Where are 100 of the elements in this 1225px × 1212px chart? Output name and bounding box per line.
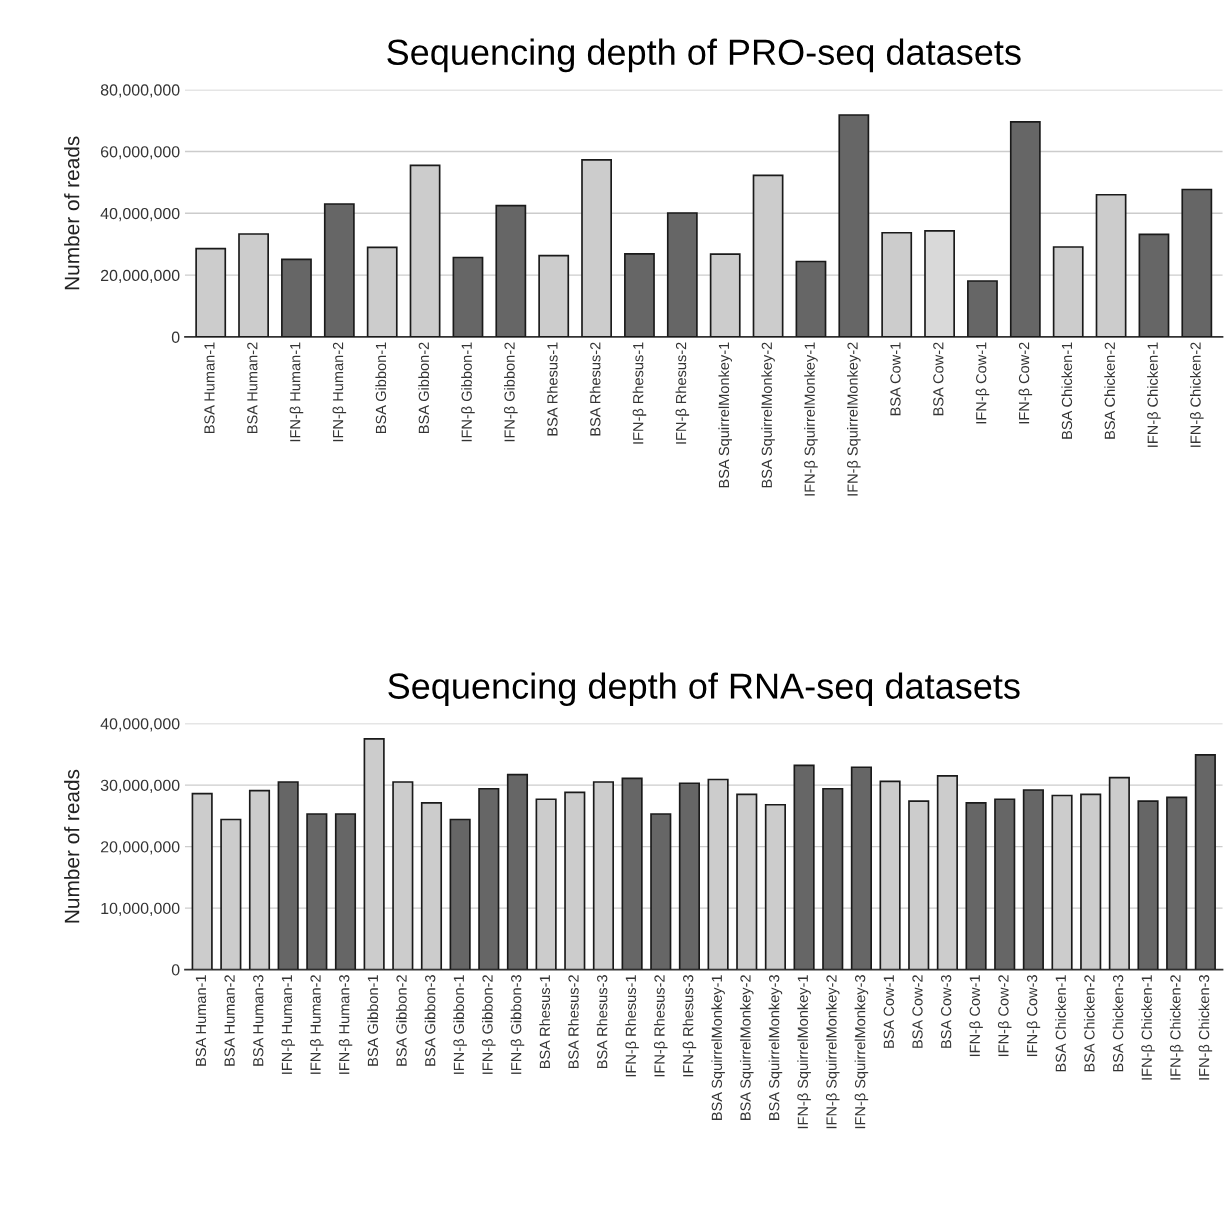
chart-title: Sequencing depth of RNA-seq datasets (388, 672, 1020, 707)
x-tick-label: BSA Human-2 (224, 975, 235, 1066)
bar (924, 230, 955, 337)
x-tick-label: BSA Human-3 (253, 975, 264, 1066)
bar (277, 781, 299, 970)
x-tick-label: BSA Gibbon-3 (424, 975, 436, 1066)
x-tick-label: BSA Gibbon-1 (367, 975, 379, 1066)
y-tick-label: 40,000,000 (100, 718, 180, 732)
y-tick-label: 40,000,000 (100, 207, 180, 222)
x-tick-label: BSA Chicken-3 (1112, 975, 1124, 1072)
x-tick-label: IFN-β Chicken-2 (1190, 342, 1204, 447)
x-tick-label: BSA Rhesus-2 (567, 975, 579, 1069)
x-tick-label: IFN-β Human-3 (338, 975, 353, 1074)
x-tick-label: BSA Cow-2 (912, 975, 923, 1048)
bar (621, 777, 643, 970)
bar (334, 813, 357, 970)
x-tick-label: IFN-β Cow-1 (969, 975, 983, 1057)
x-tick-label: BSA Chicken-2 (1104, 342, 1115, 439)
bar (822, 787, 844, 970)
x-tick-label: BSA SquirrelMonkey-1 (711, 975, 725, 1120)
bar (506, 773, 529, 970)
bar (1181, 188, 1213, 337)
x-tick-label: IFN-β Rhesus-2 (675, 342, 690, 444)
x-tick-label: BSA Chicken-2 (1083, 975, 1095, 1072)
bar (793, 764, 815, 970)
y-tick-label: 10,000,000 (101, 902, 180, 916)
x-tick-label: IFN-β SquirrelMonkey-1 (804, 342, 818, 496)
x-tick-label: IFN-β Chicken-3 (1198, 975, 1213, 1080)
x-tick-label: IFN-β Human-2 (332, 342, 347, 442)
x-tick-label: BSA Human-1 (195, 975, 207, 1066)
x-tick-label: BSA Gibbon-2 (396, 975, 407, 1066)
y-tick-label: 20,000,000 (100, 269, 180, 283)
y-tick-label: 0 (171, 331, 180, 343)
bar (1137, 800, 1159, 970)
bar (678, 782, 701, 970)
bar (495, 204, 527, 337)
bar (449, 818, 471, 970)
x-tick-label: IFN-β Human-2 (310, 975, 324, 1074)
x-tick-label: IFN-β Rhesus-1 (625, 975, 639, 1077)
bar (1194, 754, 1216, 970)
bar (306, 813, 328, 970)
y-tick-label: 20,000,000 (100, 841, 180, 855)
x-tick-label: IFN-β Cow-3 (1026, 975, 1041, 1057)
bar (1009, 120, 1041, 337)
x-tick-label: IFN-β Gibbon-3 (510, 975, 525, 1074)
x-tick-label: IFN-β Chicken-1 (1141, 975, 1155, 1080)
y-tick-label: 60,000,000 (100, 146, 180, 160)
x-tick-label: BSA Cow-1 (883, 975, 894, 1048)
bar (967, 280, 998, 337)
x-tick-label: IFN-β SquirrelMonkey-2 (847, 342, 861, 496)
bar (478, 787, 500, 970)
bar (1166, 796, 1188, 970)
bar (666, 212, 698, 337)
x-tick-label: IFN-β SquirrelMonkey-3 (854, 975, 869, 1129)
x-tick-label: BSA Gibbon-1 (375, 342, 387, 434)
bar (1022, 789, 1044, 970)
x-tick-label: IFN-β Cow-2 (997, 975, 1012, 1057)
x-tick-label: IFN-β Human-1 (281, 975, 295, 1074)
x-tick-label: IFN-β Rhesus-1 (632, 342, 647, 444)
y-tick-label: 0 (171, 964, 180, 976)
x-tick-label: BSA Rhesus-1 (539, 975, 551, 1069)
x-tick-label: BSA Rhesus-3 (596, 975, 608, 1069)
bar (323, 203, 355, 337)
x-tick-label: BSA Chicken-1 (1055, 975, 1066, 1072)
x-tick-label: IFN-β Chicken-2 (1169, 975, 1184, 1080)
y-tick-label: 80,000,000 (100, 84, 180, 98)
x-tick-label: IFN-β Rhesus-2 (653, 975, 668, 1077)
x-tick-label: BSA Human-1 (204, 342, 215, 434)
bar (1138, 233, 1170, 337)
x-tick-label: IFN-β Gibbon-1 (453, 975, 467, 1074)
x-tick-label: BSA SquirrelMonkey-2 (739, 975, 754, 1120)
x-tick-label: IFN-β Human-1 (289, 342, 304, 442)
x-tick-label: BSA SquirrelMonkey-3 (768, 975, 783, 1120)
x-tick-label: BSA Rhesus-1 (546, 342, 558, 436)
x-tick-label: BSA Cow-3 (940, 975, 952, 1048)
bar (994, 798, 1016, 970)
bar (281, 258, 312, 337)
x-tick-label: BSA SquirrelMonkey-1 (718, 342, 732, 488)
x-tick-label: IFN-β Gibbon-2 (482, 975, 496, 1074)
bar (795, 260, 827, 337)
bar (650, 813, 672, 970)
x-tick-label: IFN-β SquirrelMonkey-1 (797, 975, 811, 1129)
x-tick-label: IFN-β Cow-2 (1018, 342, 1033, 424)
x-tick-label: BSA Gibbon-2 (418, 342, 429, 434)
x-tick-label: BSA Cow-1 (890, 342, 901, 416)
bar (452, 256, 484, 337)
bar (850, 766, 872, 970)
bar (965, 802, 987, 970)
x-tick-label: BSA SquirrelMonkey-2 (761, 342, 775, 488)
x-tick-label: IFN-β Gibbon-1 (461, 342, 475, 442)
x-tick-label: IFN-β SquirrelMonkey-2 (825, 975, 840, 1129)
x-tick-label: IFN-β Gibbon-2 (504, 342, 518, 442)
chart-title: Sequencing depth of PRO-seq datasets (387, 38, 1021, 73)
x-tick-label: BSA Rhesus-2 (589, 342, 601, 436)
x-tick-label: IFN-β Cow-1 (975, 342, 990, 424)
x-tick-label: BSA Human-2 (247, 342, 258, 434)
bar (624, 252, 655, 337)
x-tick-label: IFN-β Chicken-1 (1147, 342, 1161, 447)
x-tick-label: BSA Cow-2 (933, 342, 944, 416)
bar (838, 114, 870, 337)
